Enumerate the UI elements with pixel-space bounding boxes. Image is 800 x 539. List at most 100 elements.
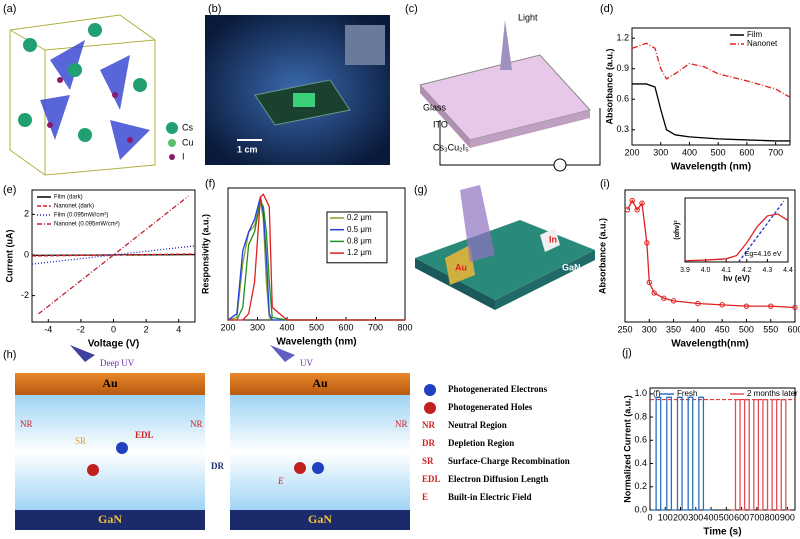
x-tick-label: 700 [368, 322, 383, 332]
series-line [626, 199, 796, 309]
x-tick-label: 600 [338, 322, 353, 332]
x-tick-label: 500 [711, 147, 726, 157]
x-tick-label: 800 [765, 512, 780, 522]
legend-text: Depletion Region [448, 438, 514, 448]
panel-label: (h) [3, 349, 16, 361]
inset-photo [345, 25, 385, 65]
x-tick-label: 4 [176, 324, 181, 334]
layer-label: Cs₃Cu₂I₅ [433, 142, 469, 152]
x-axis-label: Wavelength(nm) [671, 339, 748, 350]
x-tick-label: 500 [719, 512, 734, 522]
y-tick-label: 1.2 [616, 33, 629, 43]
region-label: EDL [135, 430, 154, 440]
y-tick-label: 0.6 [634, 435, 647, 445]
legend-label: Film [747, 30, 762, 39]
data-point [629, 197, 635, 204]
panel-label: (g) [414, 184, 427, 196]
x-tick-label: 2 [144, 324, 149, 334]
layer-label: GaN [308, 512, 332, 526]
panel-label: (d) [600, 3, 613, 15]
x-tick-label: 3.9 [680, 267, 690, 274]
legend-key: SR [422, 456, 434, 466]
legend-label: Film (0.095mW/cm²) [54, 213, 108, 219]
x-tick-label: 300 [653, 147, 668, 157]
x-tick-label: 200 [624, 147, 639, 157]
y-tick-label: 0.6 [616, 94, 629, 104]
x-tick-label: 250 [617, 324, 632, 334]
x-tick-label: 450 [715, 324, 730, 334]
gan-schematic [415, 185, 595, 310]
panel-label: (a) [3, 3, 16, 15]
layer-label: ITO [433, 119, 448, 129]
layer-label: GaN [98, 512, 122, 526]
legend-text: Neutral Region [448, 420, 507, 430]
x-tick-label: 200 [673, 512, 688, 522]
x-tick-label: 600 [739, 147, 754, 157]
x-tick-label: 4.4 [783, 267, 793, 274]
layer-label: Glass [423, 102, 447, 112]
legend-label: Nanonet (0.095mW/cm²) [54, 222, 120, 228]
series-line [651, 396, 713, 511]
x-tick-label: 0 [647, 512, 652, 522]
legend-label: Nanonet [747, 39, 778, 48]
legend-label: Film (dark) [54, 195, 83, 201]
panel-label: (i) [600, 178, 610, 190]
x-tick-label: -4 [44, 324, 52, 334]
legend-text: Electron Diffusion Length [448, 474, 548, 484]
x-axis-label: Wavelength (nm) [671, 162, 751, 173]
y-tick-label: -2 [21, 290, 29, 300]
legend-key: EDL [422, 474, 441, 484]
legend-label: 0.2 μm [347, 213, 372, 222]
y-axis-label: Current (uA) [4, 230, 14, 283]
layer-label: Au [102, 376, 118, 390]
y-tick-label: 0 [24, 249, 29, 259]
plot-label: (f) [653, 389, 661, 398]
x-axis-label: Time (s) [703, 527, 741, 538]
legend-label: 0.5 μm [347, 225, 372, 234]
panel-label: (b) [208, 3, 221, 15]
scale-label: 1 cm [237, 144, 258, 154]
plot-frame [649, 387, 796, 511]
y-axis-label: Normalized Current (a.u.) [622, 395, 632, 503]
x-axis-label: hν (eV) [723, 274, 750, 283]
legend-text: Photogenerated Holes [448, 402, 533, 412]
x-tick-label: 400 [279, 322, 294, 332]
x-tick-label: 800 [397, 322, 412, 332]
panel-label: (f) [205, 178, 215, 190]
layer-label: Au [312, 376, 328, 390]
x-tick-label: -2 [77, 324, 85, 334]
x-tick-label: 300 [688, 512, 703, 522]
panel-label: (e) [3, 184, 16, 196]
x-tick-label: 300 [642, 324, 657, 334]
legend-label: Nanonet (dark) [54, 204, 94, 210]
legend-key: NR [422, 420, 435, 430]
series-line [730, 398, 791, 511]
data-point [661, 295, 667, 301]
series-line [31, 253, 196, 257]
legend: Photogenerated Electrons Photogenerated H… [422, 384, 570, 502]
x-tick-label: 700 [768, 147, 783, 157]
data-point [646, 279, 652, 286]
region-label: NR [20, 419, 33, 429]
data-point [634, 207, 640, 213]
series-line [738, 200, 785, 263]
data-point [644, 240, 650, 246]
y-tick-label: 0.2 [634, 481, 647, 491]
data-point [639, 200, 645, 206]
device-center [293, 93, 315, 107]
y-tick-label: 0.9 [616, 63, 629, 73]
data-point [651, 290, 657, 296]
x-tick-label: 600 [787, 324, 800, 334]
legend-text: Photogenerated Electrons [448, 384, 548, 394]
band-diagram [15, 345, 436, 530]
series-line [31, 245, 196, 265]
y-tick-label: 0.3 [616, 124, 629, 134]
y-axis-label: Responsivity (a.u.) [200, 214, 210, 294]
y-axis-label: Absorbance (a.u.) [597, 218, 607, 294]
data-point [695, 300, 701, 307]
y-tick-label: 0.0 [634, 504, 647, 514]
y-tick-label: 2 [24, 209, 29, 219]
series-line [228, 193, 405, 321]
region-label: NR [395, 419, 408, 429]
